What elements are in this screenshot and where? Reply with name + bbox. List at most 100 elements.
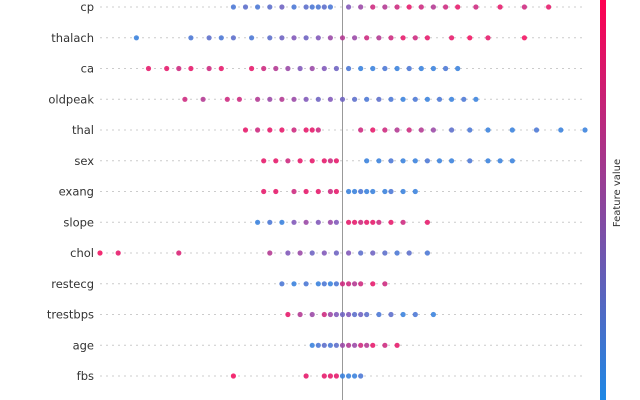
shap-point-ca-20: [418, 65, 424, 72]
shap-point-slope-16: [424, 219, 430, 225]
shap-point-thal-7: [315, 127, 321, 133]
shap-point-cp-23: [521, 4, 528, 10]
shap-point-chol-2: [176, 250, 182, 256]
shap-point-oldpeak-4: [255, 96, 261, 102]
shap-point-chol-9: [346, 250, 352, 256]
shap-point-exang-10: [364, 188, 370, 195]
shap-point-oldpeak-1: [200, 96, 206, 102]
feature-labels: cp thalach ca oldpeak thal sex exang slope chol r…: [47, 0, 94, 383]
shap-point-restecg-12: [382, 281, 388, 287]
shap-point-cp-4: [279, 4, 285, 10]
shap-point-chol-7: [321, 250, 327, 256]
shap-point-restecg-4: [321, 281, 327, 287]
shap-point-thal-3: [279, 127, 285, 133]
shap-point-slope-10: [358, 219, 364, 225]
shap-point-slope-15: [400, 219, 406, 225]
shap-point-cp-14: [382, 4, 388, 10]
shap-point-thal-0: [242, 127, 249, 133]
shap-point-chol-12: [382, 250, 388, 256]
shap-point-restecg-9: [352, 281, 358, 287]
shap-point-sex-12: [412, 158, 418, 164]
shap-point-fbs-5: [339, 373, 346, 379]
shap-point-exang-6: [333, 188, 339, 195]
shap-point-ca-19: [406, 65, 412, 72]
shap-point-sex-15: [449, 158, 455, 164]
shap-point-cp-10: [327, 4, 333, 10]
shap-point-ca-3: [188, 65, 194, 72]
shap-point-ca-13: [333, 65, 339, 72]
shap-point-oldpeak-16: [400, 96, 406, 102]
shap-point-oldpeak-18: [424, 96, 430, 102]
shap-point-oldpeak-21: [461, 96, 467, 102]
shap-point-thalach-7: [279, 35, 285, 41]
shap-point-thalach-16: [388, 35, 394, 41]
shap-point-sex-17: [485, 158, 491, 164]
shap-point-age-4: [333, 342, 339, 348]
shap-point-chol-0: [97, 250, 103, 256]
shap-point-slope-14: [388, 219, 394, 225]
shap-point-chol-1: [115, 250, 121, 256]
shap-point-oldpeak-20: [449, 96, 455, 102]
shap-point-fbs-3: [327, 373, 333, 379]
shap-point-cp-11: [346, 4, 352, 10]
shap-point-cp-5: [291, 4, 297, 10]
shap-point-cp-15: [394, 4, 400, 10]
shap-point-slope-2: [279, 219, 285, 225]
shap-point-sex-13: [424, 158, 430, 164]
shap-point-oldpeak-17: [412, 96, 418, 102]
shap-point-restecg-1: [291, 281, 297, 287]
shap-point-chol-10: [358, 250, 364, 256]
shap-point-chol-14: [406, 250, 412, 256]
shap-point-fbs-6: [346, 373, 352, 379]
shap-point-thal-5: [303, 127, 309, 133]
shap-point-fbs-2: [321, 373, 327, 379]
shap-point-trestbps-13: [400, 311, 406, 318]
shap-point-trestbps-5: [333, 311, 339, 318]
shap-point-thalach-10: [315, 35, 321, 41]
shap-point-slope-5: [315, 219, 321, 225]
shap-point-chol-13: [394, 250, 400, 256]
shap-point-trestbps-8: [352, 311, 358, 318]
shap-point-cp-9: [321, 4, 327, 10]
shap-point-oldpeak-11: [339, 96, 346, 102]
feature-label-chol: chol: [70, 246, 94, 260]
shap-point-cp-19: [443, 4, 449, 10]
shap-point-thalach-5: [249, 35, 255, 41]
shap-point-thal-12: [406, 127, 412, 133]
shap-point-thalach-12: [339, 35, 346, 41]
shap-point-ca-8: [273, 65, 279, 72]
shap-point-exang-2: [291, 188, 297, 195]
feature-label-sex: sex: [74, 154, 94, 168]
shap-point-slope-1: [267, 219, 273, 225]
shap-point-thalach-1: [188, 35, 194, 41]
shap-point-age-0: [309, 342, 315, 348]
shap-point-ca-1: [164, 65, 170, 72]
shap-point-trestbps-9: [358, 311, 364, 318]
shap-point-oldpeak-6: [279, 96, 285, 102]
shap-point-ca-4: [206, 65, 212, 72]
shap-point-thal-10: [382, 127, 388, 133]
shap-point-sex-11: [400, 158, 406, 164]
shap-point-oldpeak-3: [236, 96, 242, 102]
shap-point-slope-8: [346, 219, 352, 225]
shap-point-sex-19: [509, 158, 515, 164]
shap-point-thal-11: [394, 127, 400, 133]
shap-point-thalach-15: [376, 35, 382, 41]
shap-point-oldpeak-15: [388, 96, 394, 102]
shap-point-ca-6: [249, 65, 255, 72]
shap-point-thal-1: [255, 127, 261, 133]
shap-point-fbs-0: [230, 373, 236, 379]
shap-point-chol-11: [370, 250, 376, 256]
shap-point-ca-21: [430, 65, 436, 72]
shap-point-ca-15: [358, 65, 364, 72]
shap-point-ca-18: [394, 65, 400, 72]
shap-point-trestbps-11: [376, 311, 382, 318]
shap-point-trestbps-6: [339, 311, 346, 318]
shap-point-oldpeak-14: [376, 96, 382, 102]
shap-point-thalach-18: [412, 35, 418, 41]
shap-point-age-6: [346, 342, 352, 348]
shap-point-thal-20: [558, 127, 564, 133]
feature-label-exang: exang: [59, 185, 94, 199]
shap-point-oldpeak-9: [315, 96, 321, 102]
shap-point-exang-14: [400, 188, 406, 195]
